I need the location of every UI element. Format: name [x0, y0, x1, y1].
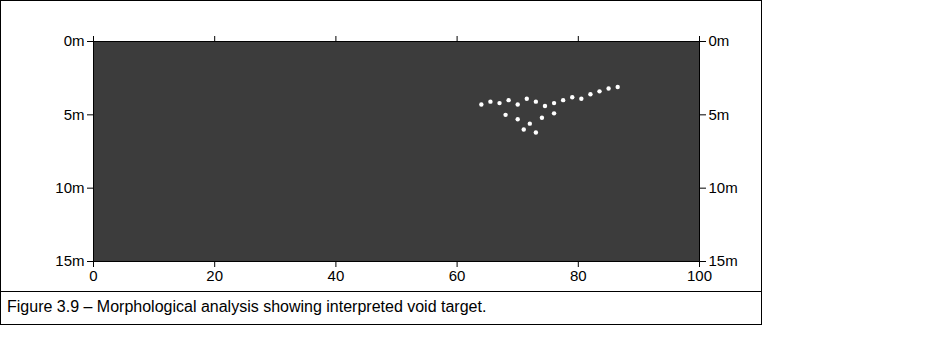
svg-text:15m: 15m	[55, 252, 84, 269]
svg-text:0m: 0m	[709, 32, 730, 49]
svg-text:100: 100	[687, 267, 712, 284]
svg-text:60: 60	[449, 267, 466, 284]
svg-text:15m: 15m	[709, 252, 738, 269]
svg-text:20: 20	[206, 267, 223, 284]
svg-text:10m: 10m	[709, 179, 738, 196]
svg-text:5m: 5m	[709, 106, 730, 123]
svg-text:80: 80	[570, 267, 587, 284]
html-text:Figure 3.9 – Morphological ana: Figure 3.9 – Morphological analysis show…	[7, 298, 487, 315]
svg-text:0m: 0m	[64, 32, 85, 49]
svg-text:10m: 10m	[55, 179, 84, 196]
svg-text:0: 0	[89, 267, 97, 284]
svg-text:5m: 5m	[64, 106, 85, 123]
svg-text:40: 40	[328, 267, 345, 284]
